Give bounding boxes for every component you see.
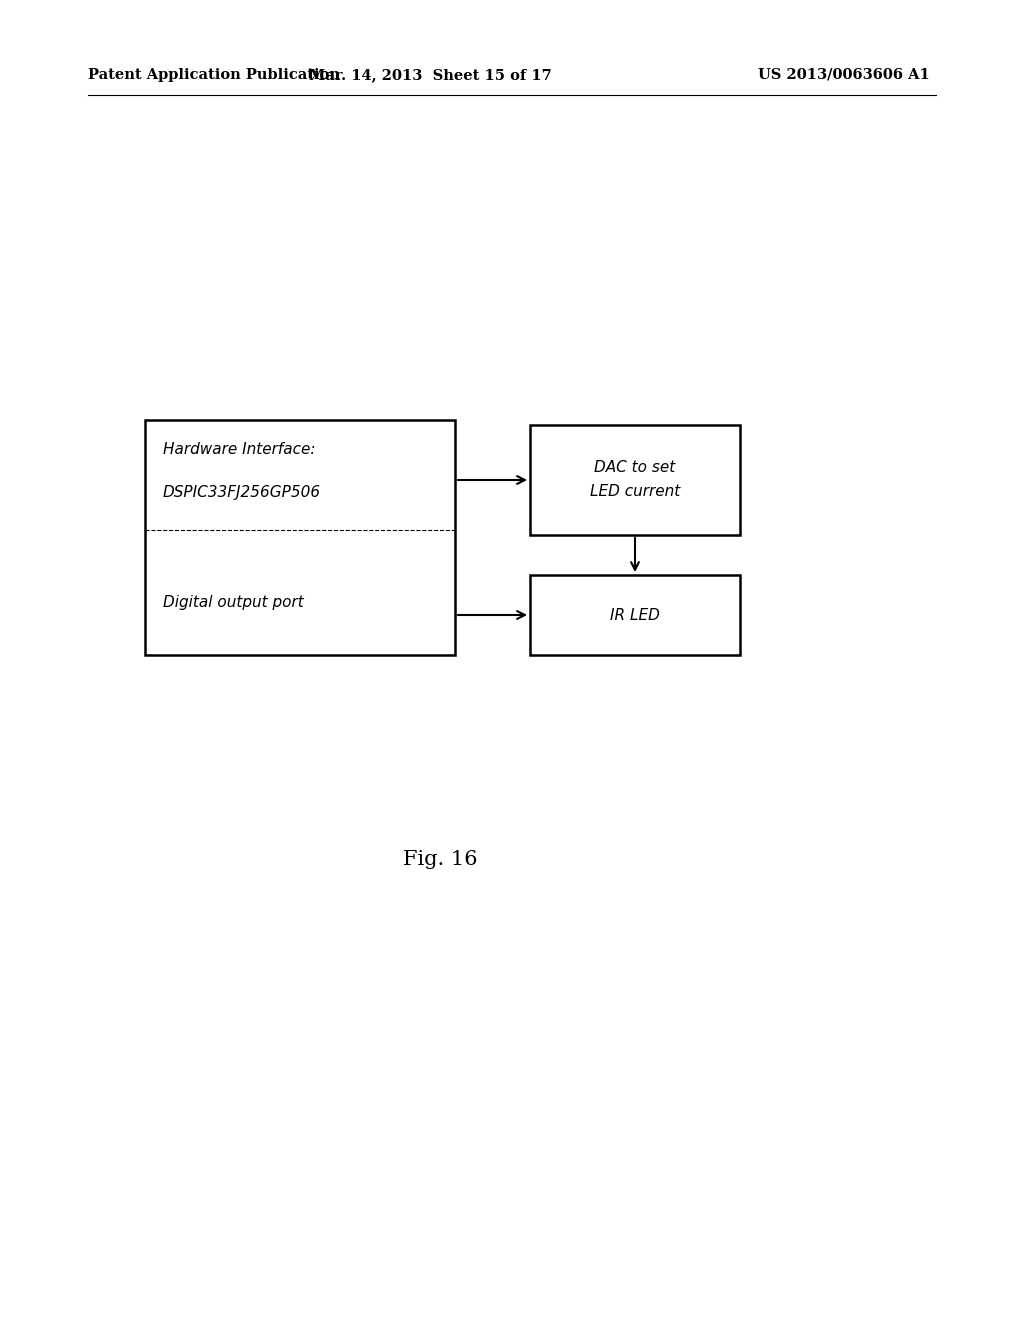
Bar (530, 425, 740, 535)
Bar (530, 576, 740, 655)
Text: US 2013/0063606 A1: US 2013/0063606 A1 (758, 69, 930, 82)
Bar (145, 420, 455, 655)
Text: Hardware Interface:: Hardware Interface: (163, 442, 315, 457)
Text: Mar. 14, 2013  Sheet 15 of 17: Mar. 14, 2013 Sheet 15 of 17 (308, 69, 551, 82)
Text: Patent Application Publication: Patent Application Publication (88, 69, 340, 82)
Text: IR LED: IR LED (610, 607, 659, 623)
Text: DAC to set: DAC to set (594, 461, 676, 475)
Text: LED current: LED current (590, 484, 680, 499)
Text: DSPIC33FJ256GP506: DSPIC33FJ256GP506 (163, 484, 322, 500)
Text: Fig. 16: Fig. 16 (402, 850, 477, 869)
Text: Digital output port: Digital output port (163, 595, 304, 610)
